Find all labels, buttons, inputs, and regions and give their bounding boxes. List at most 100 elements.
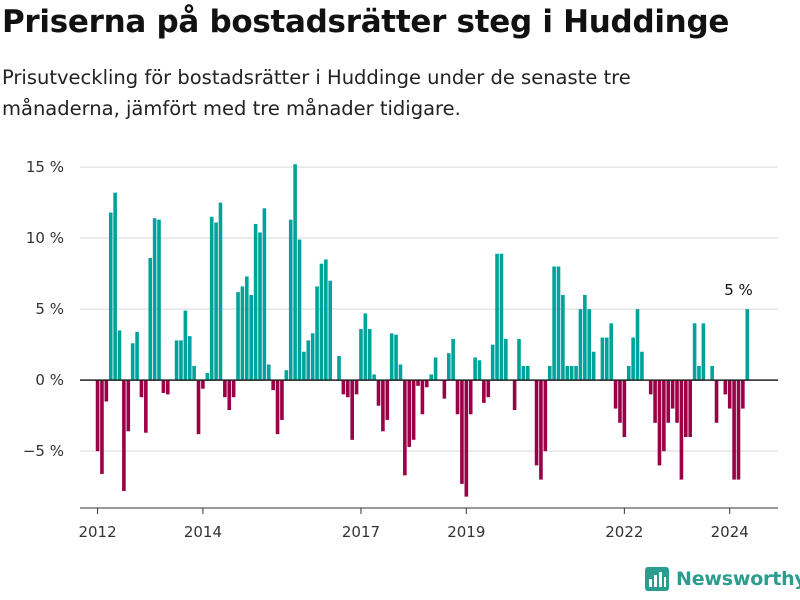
bar bbox=[741, 380, 745, 409]
bar bbox=[310, 333, 315, 381]
bar bbox=[666, 380, 671, 423]
bar bbox=[714, 380, 719, 423]
bar bbox=[297, 239, 302, 381]
bar bbox=[446, 353, 451, 381]
bar bbox=[736, 380, 741, 480]
bar bbox=[635, 309, 640, 381]
bar bbox=[745, 309, 750, 381]
bar bbox=[547, 365, 552, 381]
bar bbox=[100, 380, 104, 474]
bar bbox=[473, 357, 477, 381]
bar bbox=[416, 380, 420, 386]
x-tick-label: 2024 bbox=[711, 523, 749, 541]
bar bbox=[262, 208, 267, 381]
bar bbox=[95, 380, 100, 452]
bar bbox=[486, 380, 491, 398]
bar bbox=[631, 337, 635, 381]
bar bbox=[626, 365, 631, 381]
bar bbox=[337, 356, 341, 381]
bar bbox=[543, 380, 548, 452]
bar bbox=[152, 218, 157, 381]
bar bbox=[280, 380, 284, 420]
bar bbox=[135, 331, 139, 381]
bar bbox=[284, 370, 289, 381]
bar bbox=[618, 380, 622, 423]
bar bbox=[468, 380, 473, 415]
bar bbox=[293, 164, 297, 381]
bar bbox=[684, 380, 688, 437]
bar bbox=[433, 357, 438, 381]
bar bbox=[183, 310, 188, 381]
bar bbox=[350, 380, 354, 440]
y-tick-label: 0 % bbox=[35, 371, 64, 389]
bar bbox=[525, 365, 530, 381]
bar bbox=[539, 380, 543, 480]
bar bbox=[622, 380, 627, 437]
bar bbox=[578, 309, 583, 381]
x-tick-label: 2017 bbox=[342, 523, 380, 541]
bar bbox=[223, 380, 227, 398]
brand-name: Newsworthy bbox=[676, 568, 800, 590]
bar bbox=[376, 380, 381, 406]
bar bbox=[504, 338, 508, 381]
bar bbox=[271, 380, 275, 391]
bar bbox=[727, 380, 732, 409]
bar bbox=[495, 253, 499, 381]
x-tick-label: 2019 bbox=[447, 523, 485, 541]
bar bbox=[464, 380, 469, 497]
bar bbox=[144, 380, 148, 433]
bar bbox=[394, 334, 398, 381]
bar bbox=[148, 258, 153, 381]
bar bbox=[139, 380, 144, 398]
bar-chart: 15 %10 %5 %0 %−5 % 2012 2014 2017 2019 2022 2… bbox=[23, 158, 778, 541]
bar bbox=[662, 380, 666, 452]
bar bbox=[657, 380, 662, 466]
axes bbox=[80, 379, 778, 509]
chart-title: Priserna på bostadsrätter steg i Hudding… bbox=[2, 4, 730, 40]
bar bbox=[258, 232, 262, 381]
bar bbox=[122, 380, 126, 491]
gridlines bbox=[80, 166, 778, 452]
annotations: 5 % bbox=[724, 281, 753, 299]
y-tick-label: 10 % bbox=[26, 229, 64, 247]
bar bbox=[600, 337, 605, 381]
bar bbox=[442, 380, 447, 399]
bar bbox=[499, 253, 504, 381]
bar bbox=[218, 202, 223, 381]
bar bbox=[179, 340, 183, 381]
bar bbox=[670, 380, 675, 409]
bar bbox=[209, 216, 214, 381]
bar bbox=[732, 380, 736, 480]
bar bbox=[372, 374, 376, 381]
bar bbox=[227, 380, 232, 410]
bar bbox=[328, 280, 333, 381]
bar bbox=[108, 212, 113, 381]
bar bbox=[187, 336, 192, 381]
bar bbox=[420, 380, 425, 415]
bar bbox=[451, 338, 455, 381]
bar bbox=[214, 222, 218, 381]
value-annotation: 5 % bbox=[724, 281, 753, 299]
newsworthy-logo-icon bbox=[645, 567, 669, 591]
bar bbox=[249, 294, 254, 381]
bar bbox=[482, 380, 486, 403]
bar bbox=[574, 365, 578, 381]
bar bbox=[302, 351, 306, 381]
bar bbox=[165, 380, 170, 395]
bar bbox=[288, 219, 293, 381]
bar bbox=[613, 380, 618, 409]
bar bbox=[609, 323, 613, 381]
bar bbox=[381, 380, 385, 432]
y-tick-labels: 15 % 10 % 5 % 0 % −5 % bbox=[23, 158, 64, 460]
bar bbox=[512, 380, 517, 410]
bar bbox=[126, 380, 131, 432]
bar bbox=[240, 286, 245, 381]
bar bbox=[723, 380, 728, 395]
bar bbox=[130, 343, 135, 381]
bar bbox=[253, 223, 258, 381]
bar bbox=[556, 266, 561, 381]
bar bbox=[205, 373, 210, 381]
bar bbox=[104, 380, 109, 402]
bar bbox=[201, 380, 205, 389]
bar bbox=[245, 276, 249, 381]
